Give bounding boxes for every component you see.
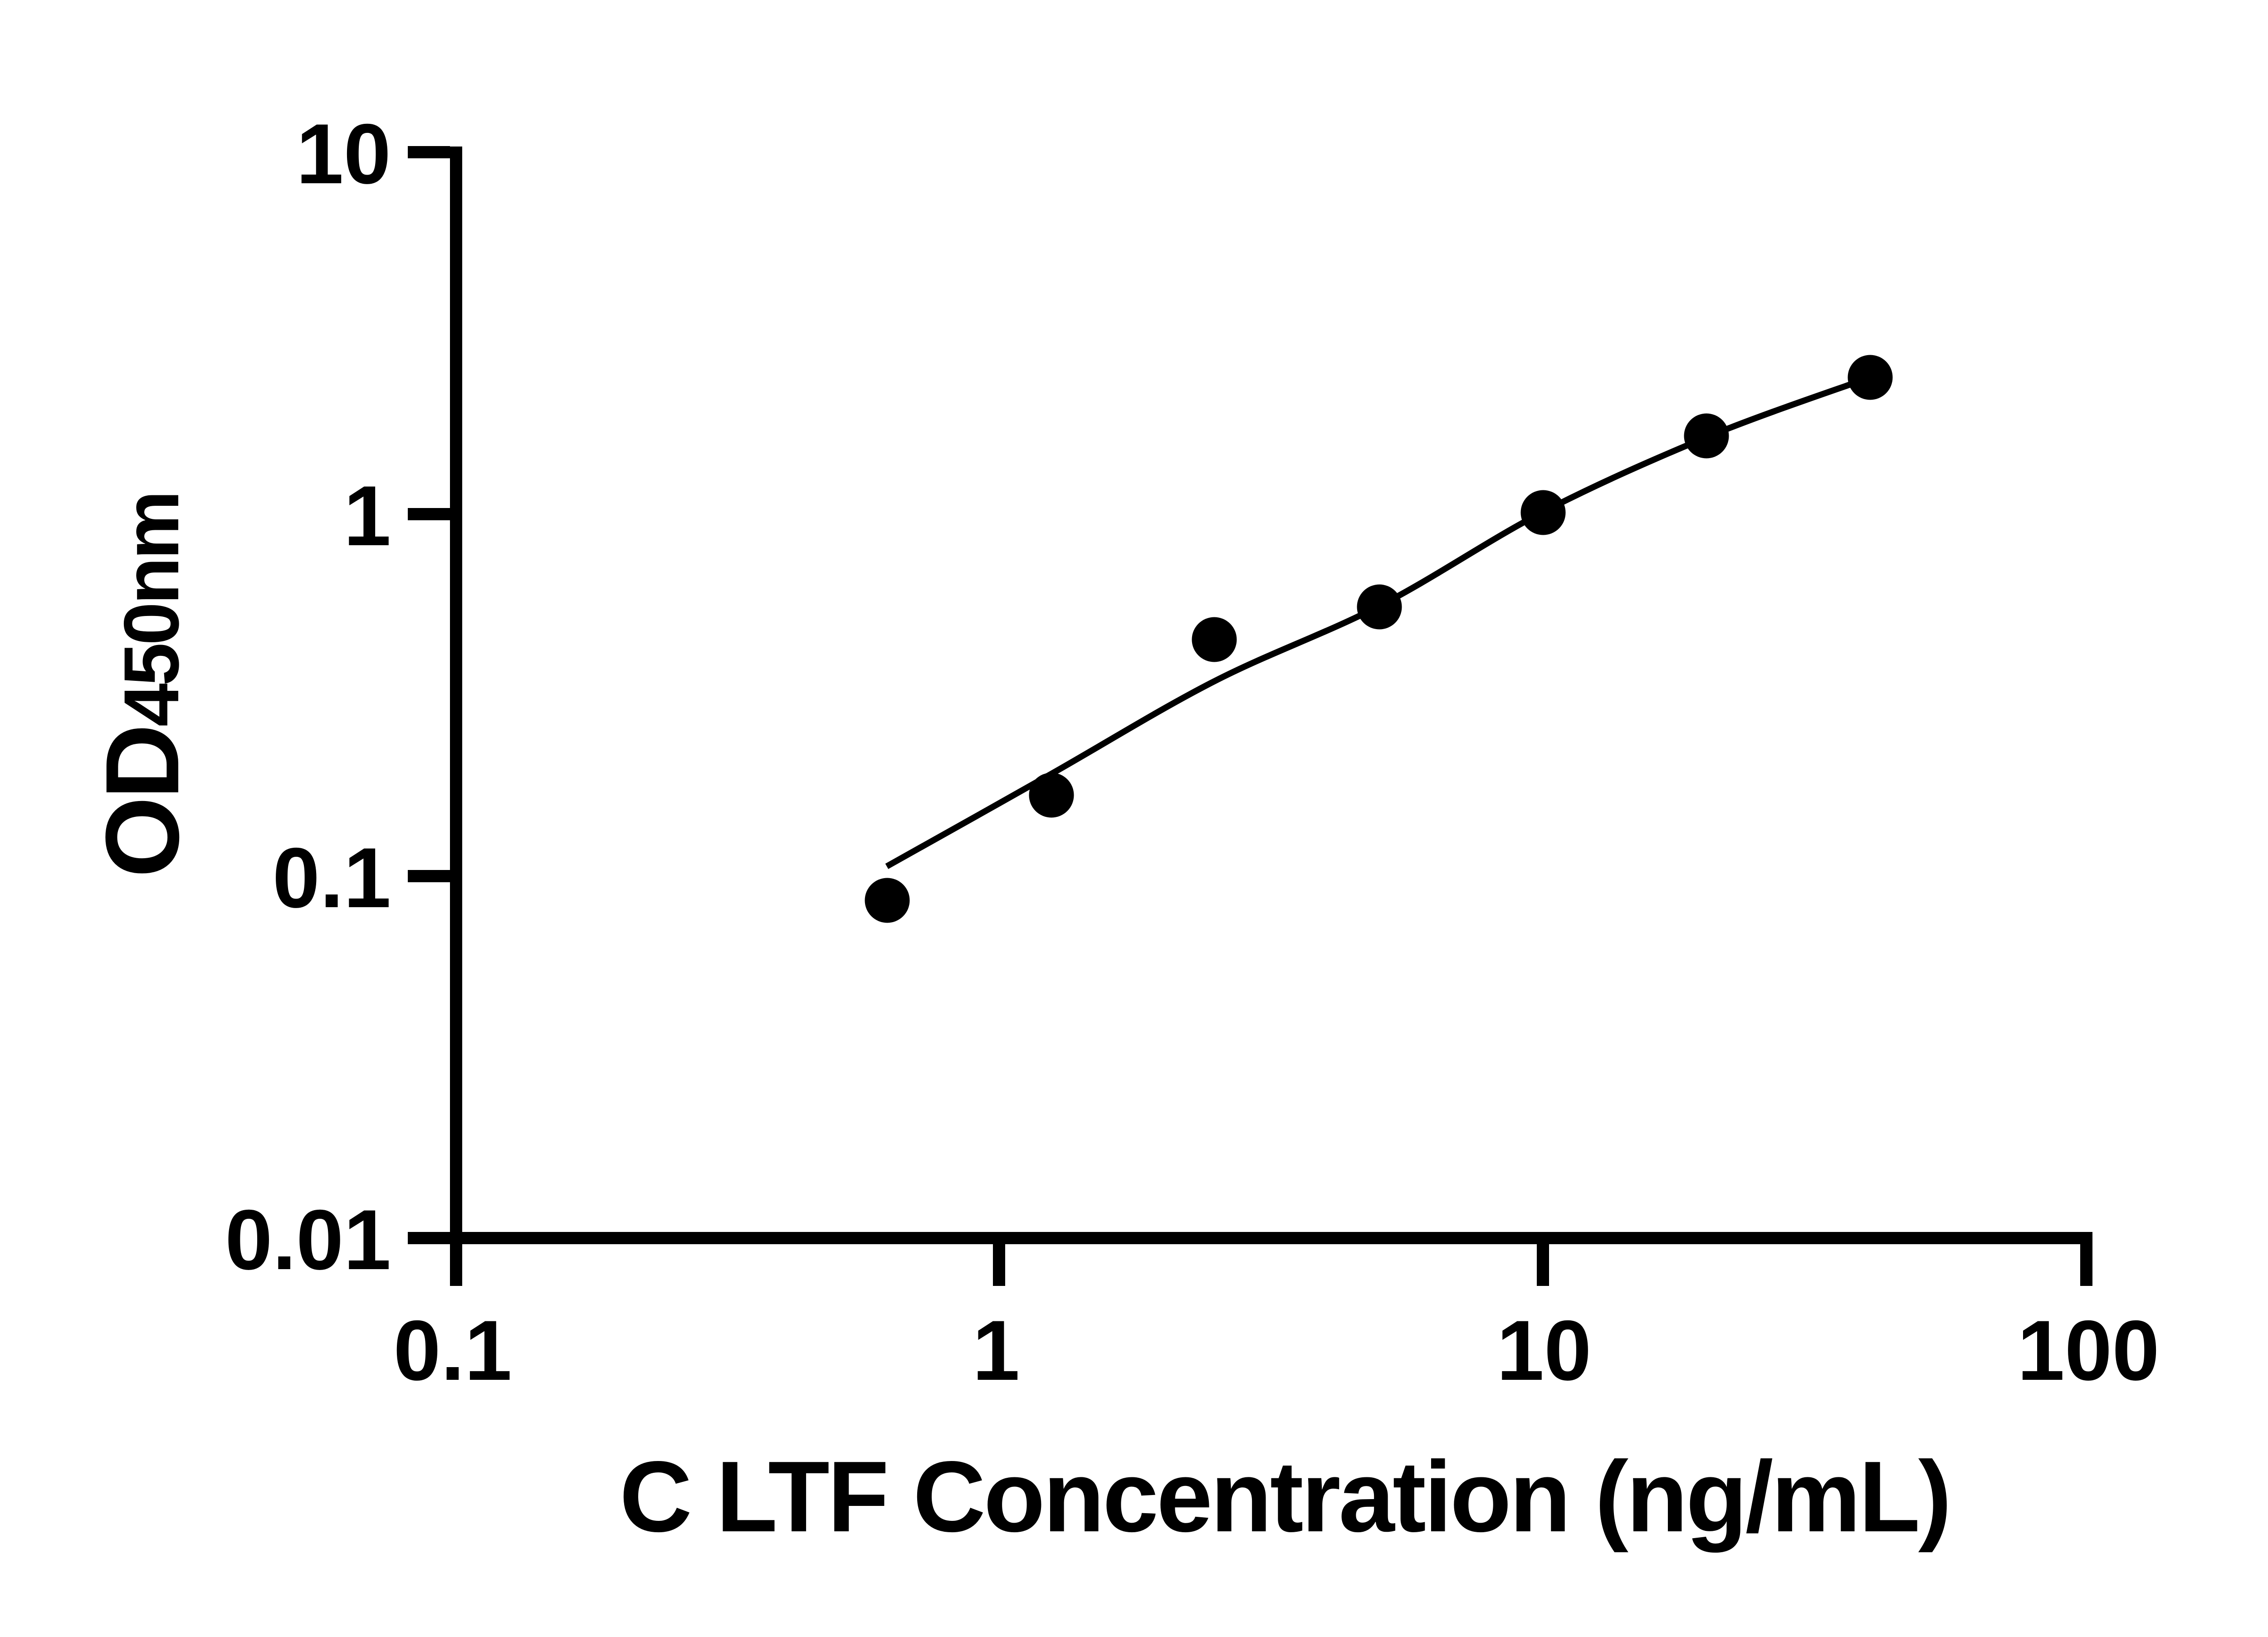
svg-text:10: 10 xyxy=(1496,1303,1591,1398)
svg-text:10: 10 xyxy=(296,106,391,201)
svg-text:1: 1 xyxy=(973,1303,1020,1398)
svg-text:0.1: 0.1 xyxy=(273,830,391,925)
svg-text:C LTF Concentration (ng/mL): C LTF Concentration (ng/mL) xyxy=(620,1441,1950,1553)
svg-text:1: 1 xyxy=(343,468,391,563)
svg-text:100: 100 xyxy=(2017,1303,2160,1398)
svg-text:OD450nm: OD450nm xyxy=(84,493,200,878)
svg-text:0.01: 0.01 xyxy=(225,1192,391,1287)
svg-text:0.1: 0.1 xyxy=(393,1303,512,1398)
